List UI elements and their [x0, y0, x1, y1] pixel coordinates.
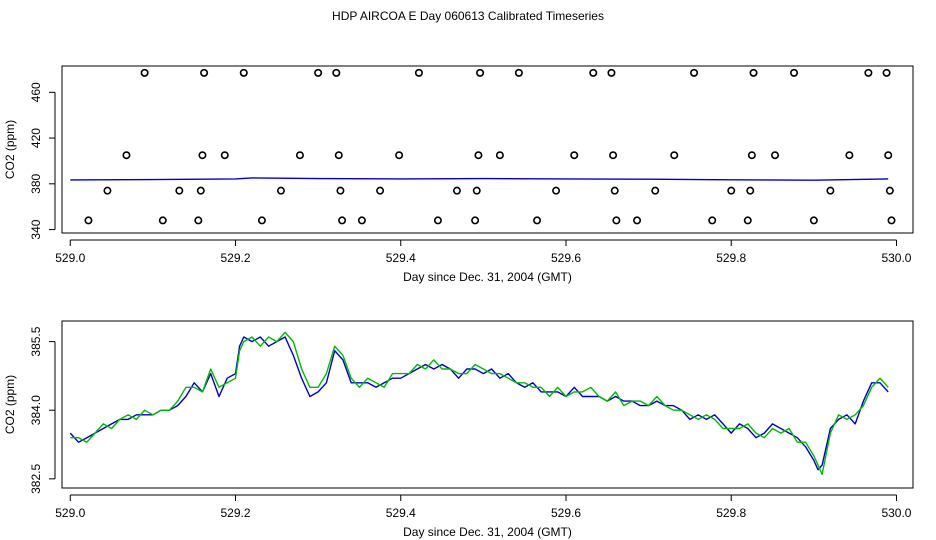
data-point — [864, 68, 873, 77]
data-point — [471, 216, 480, 225]
x-tick-label: 529.0 — [55, 506, 85, 520]
y-axis-label: CO2 (ppm) — [3, 120, 17, 179]
data-point — [610, 186, 619, 195]
data-point — [514, 68, 523, 77]
data-point — [790, 68, 799, 77]
data-point — [589, 68, 598, 77]
chart-title: HDP AIRCOA E Day 060613 Calibrated Times… — [332, 9, 604, 23]
data-point — [474, 151, 483, 160]
x-tick-label: 529.2 — [220, 506, 250, 520]
data-point — [809, 216, 818, 225]
data-point — [884, 151, 893, 160]
y-axis-label: CO2 (ppm) — [3, 375, 17, 434]
data-point — [612, 216, 621, 225]
data-point — [395, 151, 404, 160]
data-point — [727, 186, 736, 195]
bottom-panel-co2-timeseries: 529.0 529.2 529.4 529.6 529.8 530.0 Day since … — [3, 320, 914, 539]
x-tick-label: 529.8 — [716, 251, 746, 265]
data-point — [533, 216, 542, 225]
data-point — [743, 216, 752, 225]
x-tick-label: 529.2 — [220, 251, 250, 265]
x-axis-label: Day since Dec. 31, 2004 (GMT) — [403, 525, 572, 539]
data-point — [570, 151, 579, 160]
data-point — [257, 216, 266, 225]
plot-frame — [61, 65, 914, 234]
x-tick-label: 530.0 — [881, 506, 911, 520]
y-tick-label: 385.5 — [29, 326, 43, 356]
y-tick-label: 382.5 — [29, 464, 43, 494]
data-point — [103, 186, 112, 195]
x-tick-label: 529.4 — [386, 251, 416, 265]
data-point — [690, 68, 699, 77]
data-point — [338, 216, 347, 225]
data-point — [476, 68, 485, 77]
x-tick-label: 529.4 — [386, 506, 416, 520]
data-point — [376, 186, 385, 195]
y-tick-label: 420 — [29, 128, 43, 148]
data-point — [196, 186, 205, 195]
data-point — [122, 151, 131, 160]
data-point — [334, 151, 343, 160]
data-point — [747, 151, 756, 160]
data-point — [239, 68, 248, 77]
y-tick-label: 460 — [29, 82, 43, 102]
y-tick-label: 384.0 — [29, 395, 43, 425]
data-point — [336, 186, 345, 195]
data-point — [433, 216, 442, 225]
data-point — [200, 68, 209, 77]
x-tick-label: 529.6 — [551, 251, 581, 265]
data-point — [414, 68, 423, 77]
data-point — [708, 216, 717, 225]
data-point — [882, 68, 891, 77]
x-tick-label: 529.6 — [551, 506, 581, 520]
x-tick-label: 530.0 — [881, 251, 911, 265]
series-line-blue — [69, 336, 889, 471]
series-line-blue — [70, 177, 889, 181]
data-point — [609, 151, 618, 160]
data-point — [826, 186, 835, 195]
data-point — [314, 68, 323, 77]
data-point — [771, 151, 780, 160]
data-point — [746, 186, 755, 195]
data-point — [140, 68, 149, 77]
data-point — [220, 151, 229, 160]
x-axis-label: Day since Dec. 31, 2004 (GMT) — [403, 270, 572, 284]
data-point — [633, 216, 642, 225]
plot-frame — [61, 320, 914, 489]
data-point — [495, 151, 504, 160]
data-point — [198, 151, 207, 160]
data-point — [158, 216, 167, 225]
series-line-green — [70, 331, 889, 475]
data-point — [885, 186, 894, 195]
data-point — [651, 186, 660, 195]
data-point — [749, 68, 758, 77]
top-panel-co2-calibration: 529.0 529.2 529.4 529.6 529.8 530.0 Day since … — [3, 65, 914, 284]
data-point — [845, 151, 854, 160]
data-point — [670, 151, 679, 160]
data-point — [472, 186, 481, 195]
data-point — [332, 68, 341, 77]
data-point — [175, 186, 184, 195]
data-point — [84, 216, 93, 225]
data-point — [357, 216, 366, 225]
data-point — [607, 68, 616, 77]
data-point — [276, 186, 285, 195]
data-point — [295, 151, 304, 160]
y-tick-label: 340 — [29, 219, 43, 239]
data-point — [887, 216, 896, 225]
data-point — [194, 216, 203, 225]
y-tick-label: 380 — [29, 173, 43, 193]
data-point — [552, 186, 561, 195]
data-point — [452, 186, 461, 195]
x-tick-label: 529.8 — [716, 506, 746, 520]
x-tick-label: 529.0 — [55, 251, 85, 265]
